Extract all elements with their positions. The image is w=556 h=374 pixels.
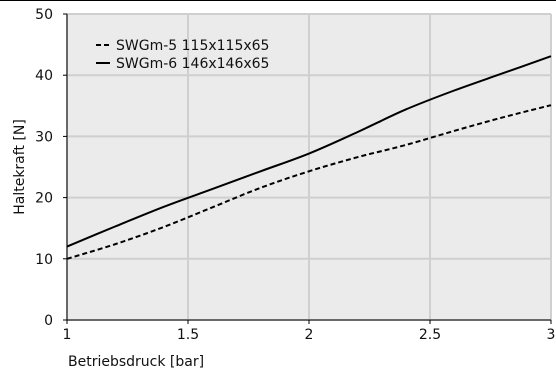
- legend-label: SWGm-5 115x115x65: [116, 38, 269, 54]
- y-tick-label: 50: [35, 7, 53, 23]
- y-tick-label: 20: [35, 191, 53, 207]
- y-tick-label: 0: [44, 313, 53, 329]
- x-tick-label: 1.5: [177, 327, 199, 343]
- y-tick-label: 30: [35, 129, 53, 145]
- x-axis-ticks: 1 1.5 2 2.5 3: [63, 320, 556, 343]
- x-tick-label: 3: [547, 327, 556, 343]
- series-line-1: [66, 104, 552, 260]
- y-axis-label: Haltekraft [N]: [12, 119, 28, 215]
- y-tick-label: 40: [35, 68, 53, 84]
- y-axis-ticks: 0 10 20 30 40 50: [35, 7, 67, 329]
- legend: SWGm-5 115x115x65 SWGm-6 146x146x65: [96, 38, 269, 72]
- series-layer: [66, 55, 552, 260]
- x-tick-label: 2.5: [419, 327, 441, 343]
- series-line-2: [66, 55, 552, 248]
- x-axis-label: Betriebsdruck [bar]: [68, 354, 204, 370]
- x-tick-label: 2: [305, 327, 314, 343]
- x-tick-label: 1: [63, 327, 72, 343]
- y-tick-label: 10: [35, 252, 53, 268]
- legend-label: SWGm-6 146x146x65: [116, 56, 269, 72]
